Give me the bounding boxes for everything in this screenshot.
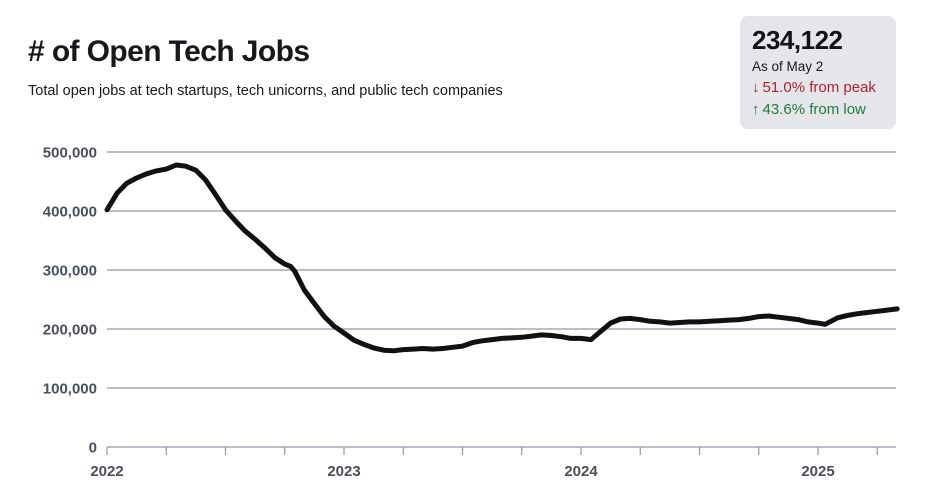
y-axis-label: 300,000 [43, 263, 97, 280]
y-axis-label: 200,000 [43, 322, 97, 339]
page-title: # of Open Tech Jobs [28, 35, 310, 68]
header-section: # of Open Tech Jobs Total open jobs at t… [28, 34, 503, 100]
y-axis-label: 500,000 [43, 145, 97, 162]
stats-card: 234,122 As of May 2 ↓ 51.0% from peak ↑ 43… [740, 16, 896, 129]
stat-current-value: 234,122 [752, 25, 843, 55]
stat-as-of: As of May 2 [752, 59, 824, 74]
x-axis-label: 2022 [90, 463, 123, 480]
x-axis-label: 2024 [564, 463, 598, 480]
page-subtitle: Total open jobs at tech startups, tech u… [28, 83, 503, 99]
stat-from-peak: ↓ 51.0% from peak [752, 79, 884, 97]
stat-from-low: ↑ 43.6% from low [752, 101, 884, 119]
jobs-line-series [104, 162, 900, 354]
stat-from-peak-label: 51.0% from peak [762, 79, 876, 96]
y-axis-label: 100,000 [43, 381, 97, 398]
stat-from-low-label: 43.6% from low [762, 101, 866, 118]
y-axis-label: 0 [89, 440, 97, 457]
x-axis-label: 2025 [801, 463, 834, 480]
x-axis-label: 2023 [327, 463, 360, 480]
down-arrow-icon: ↓ [752, 79, 760, 96]
y-axis-label: 400,000 [43, 204, 97, 221]
up-arrow-icon: ↑ [752, 101, 760, 118]
